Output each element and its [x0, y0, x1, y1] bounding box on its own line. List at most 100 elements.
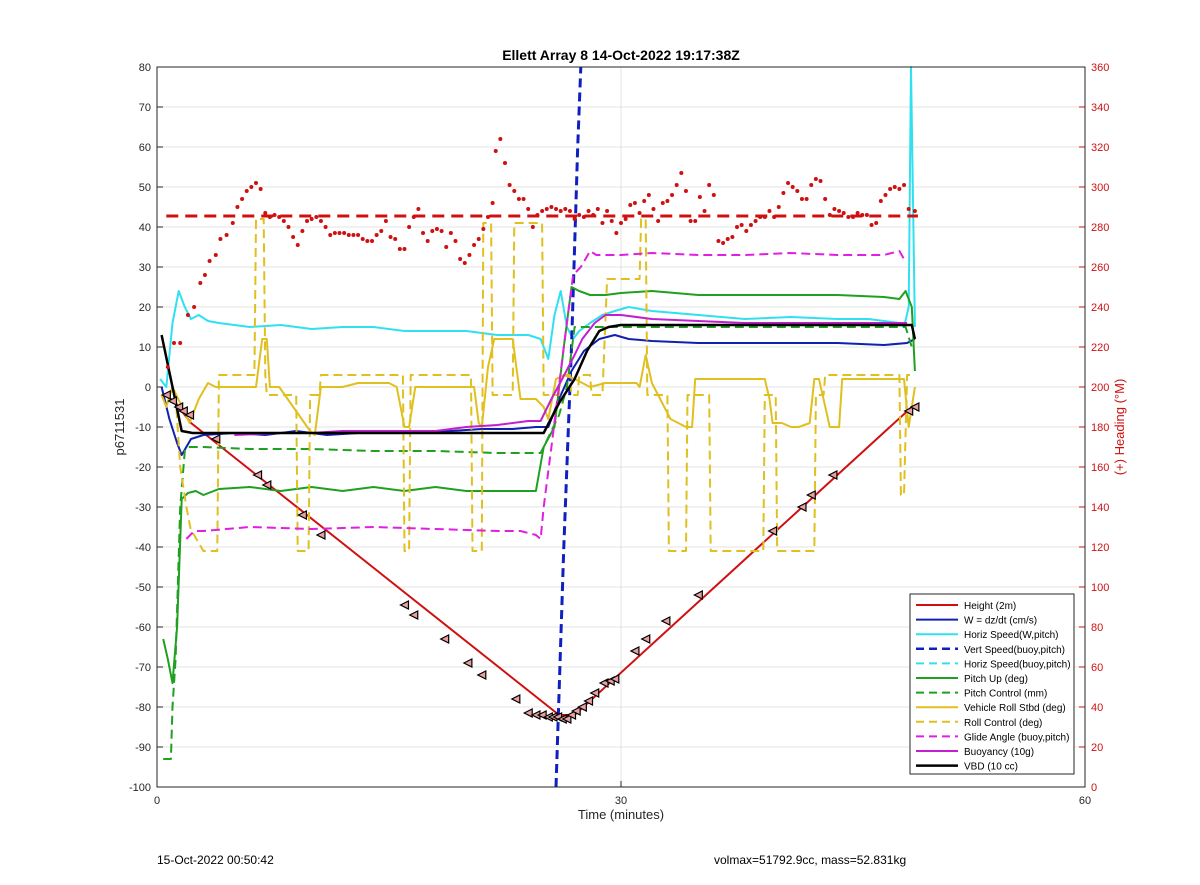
y-right-tick-label: 240	[1091, 302, 1109, 314]
heading-point	[563, 207, 568, 211]
series-line-9	[185, 250, 905, 540]
height-marker	[589, 688, 600, 698]
legend-label-0: Height (2m)	[964, 601, 1016, 612]
y-right-tick-label: 340	[1091, 102, 1109, 114]
y-axis-label: p6711531	[112, 399, 127, 456]
height-markers	[160, 390, 920, 724]
heading-point	[758, 215, 763, 219]
heading-point	[790, 185, 795, 189]
y-right-tick-label: 100	[1091, 582, 1109, 594]
heading-point	[526, 207, 531, 211]
heading-point	[383, 219, 388, 223]
heading-point	[472, 243, 477, 247]
heading-point	[425, 239, 430, 243]
heading-point	[346, 233, 351, 237]
heading-point	[851, 215, 855, 219]
x-tick-label: 60	[1079, 795, 1091, 807]
y-right-tick-label: 200	[1091, 382, 1109, 394]
y-right-tick-label: 360	[1091, 62, 1109, 74]
heading-point	[874, 221, 879, 225]
heading-point	[485, 215, 490, 219]
heading-point	[632, 201, 637, 205]
heading-point	[356, 233, 361, 237]
heading-point	[786, 181, 791, 185]
heading-point	[277, 215, 282, 219]
height-marker	[609, 674, 620, 684]
heading-point	[453, 239, 458, 243]
heading-point	[767, 209, 772, 213]
heading-point	[656, 219, 661, 223]
y-tick-label: -60	[135, 622, 151, 634]
heading-point	[351, 233, 356, 237]
height-marker	[767, 526, 778, 536]
heading-point	[554, 207, 559, 211]
height-marker	[522, 708, 533, 718]
heading-dots	[165, 137, 918, 369]
y-right-tick-label: 140	[1091, 502, 1109, 514]
heading-point	[906, 207, 911, 211]
heading-point	[912, 209, 917, 213]
series-line-5	[162, 286, 916, 684]
heading-point	[809, 183, 814, 187]
heading-point	[291, 235, 296, 239]
y-tick-label: 80	[139, 62, 151, 74]
height-marker	[160, 390, 171, 400]
y-right-tick-label: 80	[1091, 622, 1103, 634]
height-marker	[315, 530, 326, 540]
heading-point	[498, 137, 503, 141]
heading-point	[178, 341, 183, 345]
height-marker	[692, 590, 703, 600]
heading-point	[637, 211, 642, 215]
heading-point	[323, 225, 328, 229]
heading-point	[827, 213, 832, 217]
heading-point	[235, 205, 240, 209]
heading-point	[467, 253, 472, 257]
heading-point	[172, 341, 177, 345]
y-tick-label: -30	[135, 502, 151, 514]
series-lines	[159, 66, 917, 788]
heading-point	[462, 261, 467, 265]
heading-point	[503, 161, 507, 165]
heading-point	[804, 197, 809, 201]
heading-point	[646, 193, 651, 197]
heading-point	[328, 233, 333, 237]
heading-point	[748, 223, 753, 227]
heading-point	[481, 227, 486, 231]
y-tick-label: -10	[135, 422, 151, 434]
x-tick-label: 30	[615, 795, 627, 807]
height-marker	[566, 710, 577, 720]
heading-point	[416, 207, 421, 211]
series-line-10	[234, 314, 908, 436]
heading-point	[535, 213, 540, 217]
heading-point	[674, 183, 679, 187]
legend-label-1: W = dz/dt (cm/s)	[964, 616, 1037, 627]
height-marker	[476, 670, 487, 680]
y-right-tick-label: 220	[1091, 342, 1109, 354]
height-marker	[909, 402, 920, 412]
heading-point	[586, 209, 591, 213]
heading-point	[683, 189, 688, 193]
heading-point	[430, 229, 435, 233]
height-marker	[660, 616, 671, 626]
heading-point	[314, 215, 319, 219]
heading-point	[549, 205, 554, 209]
heading-point	[202, 273, 207, 277]
heading-point	[439, 229, 444, 233]
height-marker	[462, 658, 473, 668]
heading-point	[374, 233, 379, 237]
heading-point	[337, 231, 342, 235]
heading-point	[272, 213, 277, 217]
heading-point	[591, 213, 596, 217]
heading-point	[379, 229, 384, 233]
legend-label-3: Vert Speed(buoy,pitch)	[964, 645, 1065, 656]
heading-point	[263, 211, 268, 215]
heading-point	[623, 217, 628, 221]
heading-point	[888, 187, 893, 191]
heading-point	[458, 257, 463, 261]
heading-point	[776, 205, 781, 209]
y-tick-label: 40	[139, 222, 151, 234]
heading-point	[567, 209, 572, 213]
heading-point	[744, 229, 749, 233]
heading-point	[213, 253, 218, 257]
heading-point	[577, 213, 582, 217]
